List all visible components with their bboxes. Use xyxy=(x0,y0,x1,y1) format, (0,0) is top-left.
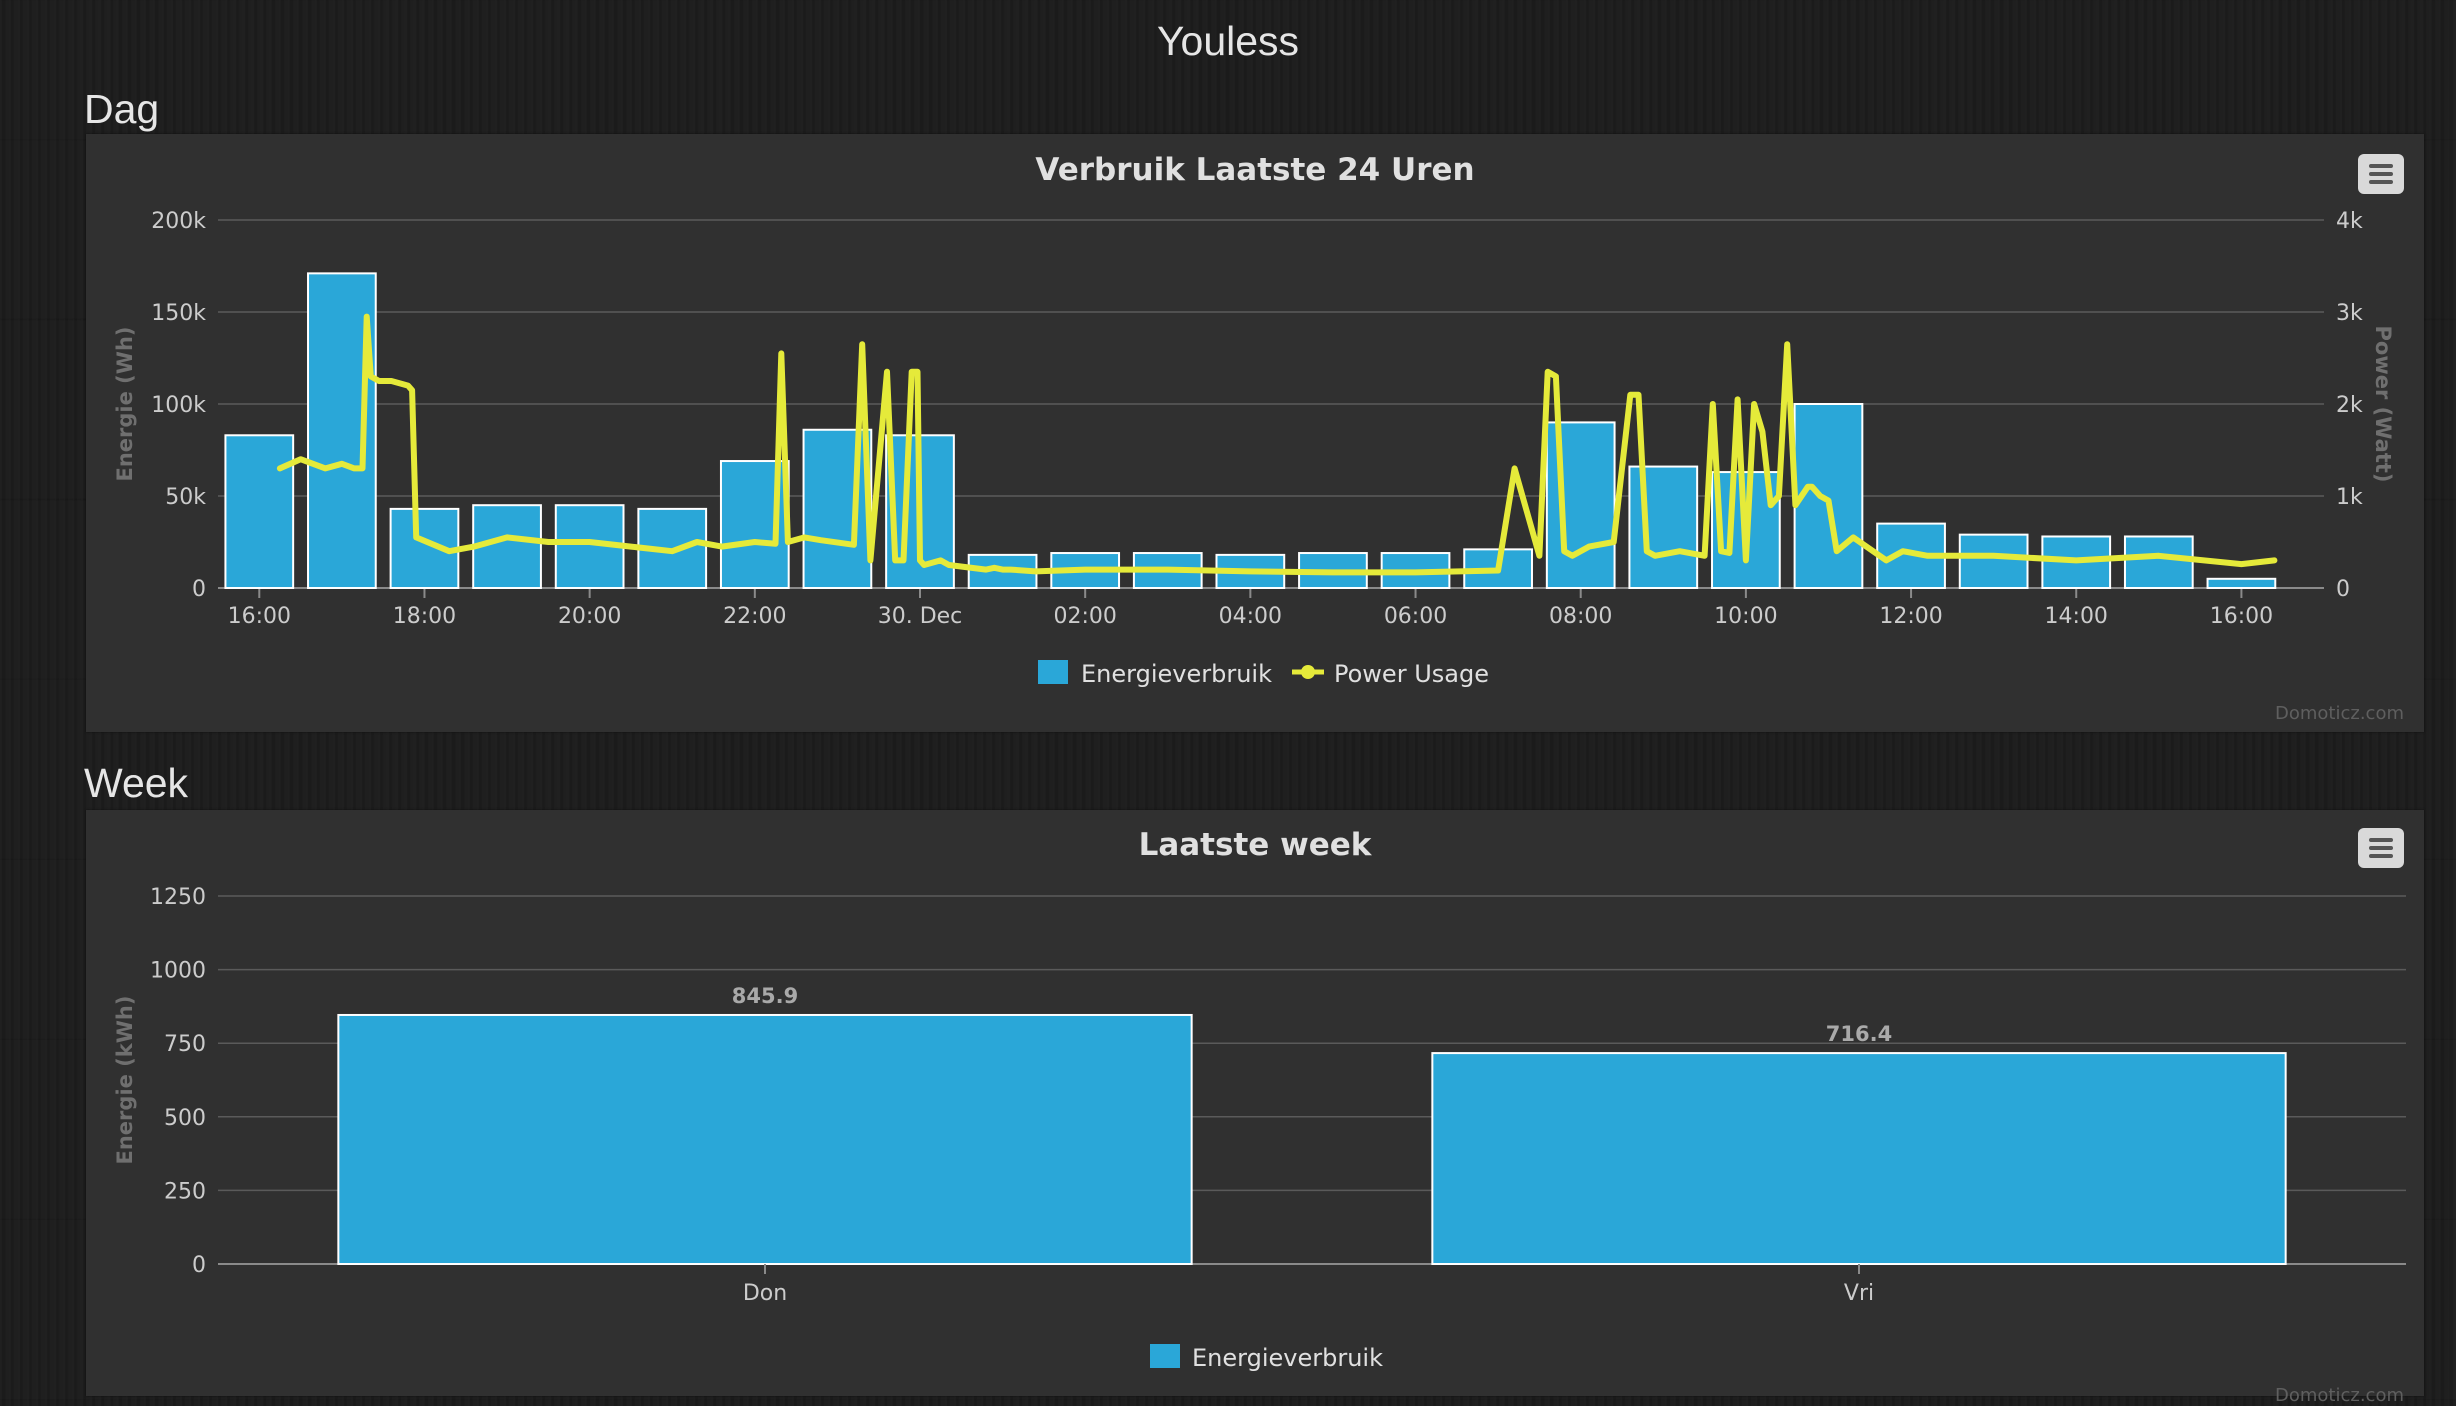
y-tick-label-right: 2k xyxy=(2336,393,2363,418)
x-tick-label: 10:00 xyxy=(1714,604,1777,629)
y-tick-label-right: 0 xyxy=(2336,577,2350,602)
x-tick-label: 02:00 xyxy=(1053,604,1116,629)
x-tick-label: 14:00 xyxy=(2045,604,2108,629)
y-tick-label-left: 50k xyxy=(165,485,206,510)
y-tick-label-right: 3k xyxy=(2336,301,2363,326)
bar-data-label: 845.9 xyxy=(732,984,798,1008)
section-heading-week: Week xyxy=(84,760,189,806)
bar-energieverbruik xyxy=(1628,465,1699,589)
hamburger-menu-icon xyxy=(2369,838,2393,842)
bar-energieverbruik xyxy=(802,428,873,590)
x-tick-label: 06:00 xyxy=(1384,604,1447,629)
x-tick-label: 08:00 xyxy=(1549,604,1612,629)
chart-title: Verbruik Laatste 24 Uren xyxy=(1035,152,1474,188)
day-chart: Verbruik Laatste 24 Uren 0 50k 100k 150k 200k… xyxy=(113,152,2395,688)
y-tick-label: 250 xyxy=(164,1179,206,1204)
week-chart-menu-button[interactable] xyxy=(2358,828,2404,868)
x-tick-label: 16:00 xyxy=(228,604,291,629)
x-tick-label: Don xyxy=(743,1281,787,1306)
x-tick-label: 18:00 xyxy=(393,604,456,629)
legend-marker-power-usage xyxy=(1301,665,1315,679)
page-title: Youless xyxy=(1156,18,1300,64)
y-tick-label-left: 100k xyxy=(151,393,206,418)
y-axis-title-left: Energie (Wh) xyxy=(113,327,137,482)
line-power-usage xyxy=(276,313,2278,576)
week-chart-panel: Laatste week 0 250 500 750 1000 1250 Energie (k… xyxy=(86,810,2424,1406)
bar-energieverbruik xyxy=(224,434,295,589)
bar-energieverbruik xyxy=(1793,403,1864,589)
chart-credit-link[interactable]: Domoticz.com xyxy=(2275,703,2404,724)
legend-label-power-usage: Power Usage xyxy=(1334,660,1489,688)
legend-swatch-energieverbruik xyxy=(1150,1344,1180,1368)
y-tick-label-left: 150k xyxy=(151,301,206,326)
y-axis-title: Energie (kWh) xyxy=(113,996,137,1165)
y-tick-label: 1250 xyxy=(150,885,206,910)
y-tick-label: 0 xyxy=(192,1253,206,1278)
x-tick-label: 04:00 xyxy=(1219,604,1282,629)
y-tick-label-right: 4k xyxy=(2336,209,2363,234)
legend-label-energieverbruik: Energieverbruik xyxy=(1192,1344,1383,1372)
day-chart-panel: Verbruik Laatste 24 Uren 0 50k 100k 150k 200k… xyxy=(86,134,2424,732)
x-tick-label: 22:00 xyxy=(723,604,786,629)
chart-title: Laatste week xyxy=(1139,827,1373,863)
day-chart-menu-button[interactable] xyxy=(2358,154,2404,194)
bar-energieverbruik xyxy=(1958,533,2029,590)
bar-energieverbruik xyxy=(337,1013,1193,1265)
legend-swatch-energieverbruik xyxy=(1038,660,1068,684)
bar-data-label: 716.4 xyxy=(1826,1022,1892,1046)
week-chart: Laatste week 0 250 500 750 1000 1250 Energie (k… xyxy=(113,827,2406,1372)
legend-label-energieverbruik: Energieverbruik xyxy=(1081,660,1272,688)
y-tick-label: 750 xyxy=(164,1032,206,1057)
x-tick-label: 30. Dec xyxy=(878,604,963,629)
y-tick-label-left: 200k xyxy=(151,209,206,234)
y-tick-label-left: 0 xyxy=(192,577,206,602)
hamburger-menu-icon xyxy=(2369,164,2393,168)
x-tick-label: 16:00 xyxy=(2210,604,2273,629)
bar-energieverbruik xyxy=(2123,535,2194,590)
bar-energieverbruik xyxy=(1431,1052,2287,1265)
chart-credit-link[interactable]: Domoticz.com xyxy=(2275,1385,2404,1406)
y-axis-title-right: Power (Watt) xyxy=(2371,326,2395,483)
section-heading-day: Dag xyxy=(84,86,160,132)
y-tick-label-right: 1k xyxy=(2336,485,2363,510)
bar-energieverbruik xyxy=(2206,577,2277,589)
x-tick-label: 12:00 xyxy=(1879,604,1942,629)
x-tick-label: Vri xyxy=(1844,1281,1874,1306)
y-tick-label: 1000 xyxy=(150,959,206,984)
x-tick-label: 20:00 xyxy=(558,604,621,629)
y-tick-label: 500 xyxy=(164,1106,206,1131)
